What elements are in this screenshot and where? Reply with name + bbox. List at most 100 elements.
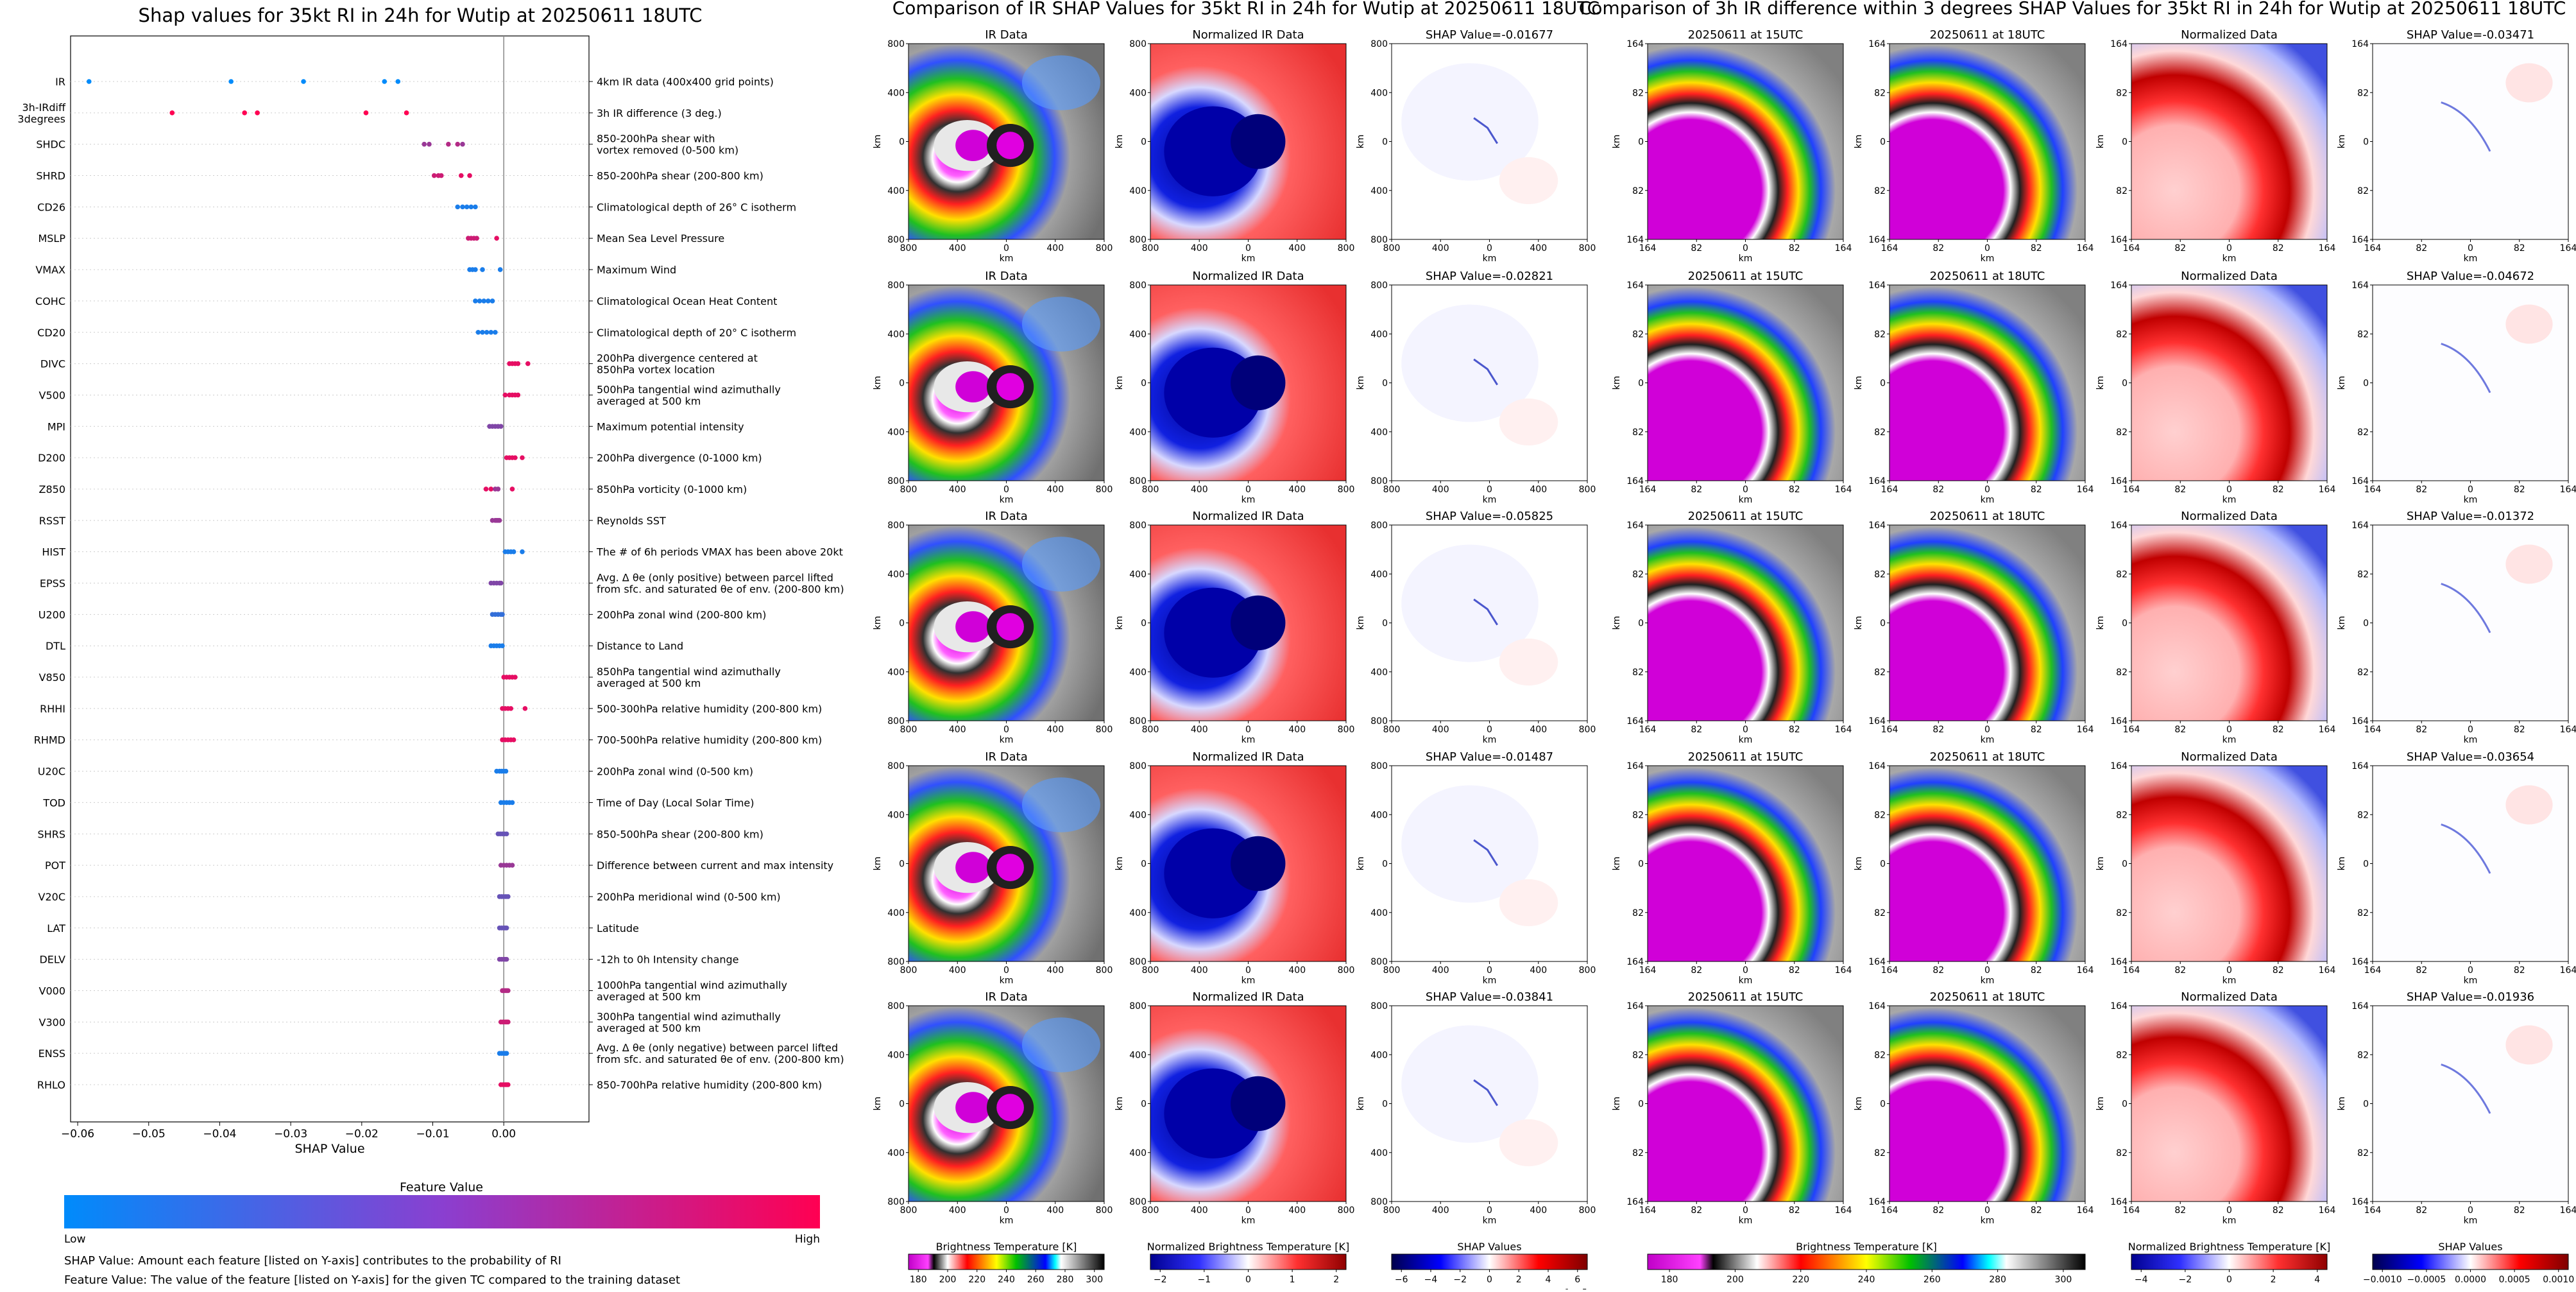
shap-point <box>509 863 515 868</box>
x-tick-label: 164 <box>2364 1205 2382 1216</box>
y-tick-label: 0 <box>899 1099 905 1110</box>
shap-point <box>481 298 486 304</box>
shap-point <box>520 549 525 555</box>
colorbar-tick-label: 0.0005 <box>2499 1275 2530 1285</box>
y-axis-unit: km <box>1356 616 1366 630</box>
colorbar-label: Brightness Temperature [K] <box>936 1241 1077 1253</box>
x-tick-label: 400 <box>1191 485 1208 495</box>
shap-point <box>504 831 509 837</box>
x-tick-label: 0 <box>2468 1205 2473 1216</box>
colorbar-tick-label: 0 <box>1245 1275 1251 1285</box>
y-axis-unit: km <box>2095 376 2106 390</box>
colorbar-label: Brightness Temperature [K] <box>1796 1241 1937 1253</box>
feature-name: V000 <box>39 985 65 997</box>
shap-point <box>468 204 474 210</box>
panel-title: Normalized Data <box>2181 28 2278 42</box>
y-tick-label: 0 <box>2122 859 2128 870</box>
cold-core-2 <box>996 1094 1024 1121</box>
y-tick-label: 0 <box>2363 379 2369 389</box>
shap3h-feature <box>2441 583 2491 633</box>
y-axis-unit: km <box>1854 616 1864 630</box>
shap-point <box>486 298 491 304</box>
colorbar-tick-label: 260 <box>1923 1275 1941 1285</box>
y-tick-label: 400 <box>1370 1050 1388 1060</box>
y-tick-label: 0 <box>899 619 905 629</box>
y-axis-unit: km <box>2337 135 2347 149</box>
panel-title: 20250611 at 18UTC <box>1930 750 2045 764</box>
colorbar-tick-label: −0.0005 <box>2407 1275 2446 1285</box>
shap-point <box>382 79 388 84</box>
y-tick-label: 800 <box>1370 280 1388 291</box>
ir3h-core <box>1648 611 1750 721</box>
image-ir3h <box>1648 44 1843 239</box>
x-tick-label: 82 <box>2514 485 2525 495</box>
shap-point <box>255 110 260 116</box>
norm3h-field <box>2131 525 2327 721</box>
y-tick-label: 82 <box>1632 668 1644 678</box>
x-axis-unit: km <box>2222 495 2237 505</box>
cold-core <box>955 130 991 162</box>
shap-point <box>513 675 518 680</box>
colorbar-tick-label: 180 <box>910 1275 927 1285</box>
y-tick-label: 800 <box>1129 957 1147 967</box>
colorbar-tick-label: 240 <box>1858 1275 1875 1285</box>
panel-title: SHAP Value=-0.04672 <box>2407 270 2534 283</box>
feature-name: CD20 <box>37 327 65 339</box>
x-tick-label: 82 <box>2416 725 2427 735</box>
feature-description: 200hPa zonal wind (200-800 km) <box>597 608 766 621</box>
panel-title: SHAP Value=-0.03654 <box>2407 750 2534 764</box>
ir3h-core <box>1648 852 1750 961</box>
norm-cold-2 <box>1231 1076 1286 1132</box>
x-tick-label: 400 <box>949 965 966 976</box>
y-tick-label: 0 <box>899 137 905 148</box>
feature-name: RHMD <box>34 734 65 746</box>
x-tick-label: 800 <box>1142 1205 1159 1216</box>
y-tick-label: 82 <box>2116 427 2128 438</box>
colorbar-tick-label: −0.0010 <box>2363 1275 2402 1285</box>
panel-title: Normalized IR Data <box>1192 270 1304 283</box>
x-tick-label: 164 <box>1835 1205 1852 1216</box>
image-norm <box>1150 1006 1346 1202</box>
y-tick-label: 82 <box>2357 810 2369 820</box>
y-tick-label: 0 <box>1638 1099 1644 1110</box>
y-tick-label: 164 <box>2110 716 2128 727</box>
x-tick-label: 0 <box>1487 725 1492 735</box>
y-axis-unit: km <box>1612 1097 1622 1111</box>
image-ir3h <box>1648 285 1843 481</box>
panel-title: SHAP Value=-0.03471 <box>2407 28 2534 42</box>
y-tick-label: 800 <box>887 1197 905 1207</box>
x-tick-label: 82 <box>2031 965 2042 976</box>
x-tick-label: 400 <box>1046 965 1064 976</box>
shap-point <box>473 204 478 210</box>
x-tick-label: 164 <box>1639 1205 1657 1216</box>
x-tick-label: 400 <box>1046 485 1064 495</box>
y-tick-label: 82 <box>1632 88 1644 98</box>
y-tick-label: 82 <box>2357 1050 2369 1060</box>
feature-description: 200hPa zonal wind (0-500 km) <box>597 766 753 778</box>
y-tick-label: 800 <box>887 761 905 771</box>
note-feature-value: Feature Value: The value of the feature … <box>64 1273 680 1287</box>
shap-point <box>464 204 470 210</box>
y-axis-unit: km <box>1612 616 1622 630</box>
y-tick-label: 164 <box>1626 716 1644 727</box>
y-tick-label: 400 <box>887 186 905 196</box>
y-tick-label: 400 <box>887 1050 905 1060</box>
y-tick-label: 800 <box>1370 235 1388 245</box>
y-tick-label: 164 <box>1626 1197 1644 1207</box>
y-tick-label: 82 <box>2116 908 2128 918</box>
y-tick-label: 164 <box>2351 1001 2369 1012</box>
image-shap <box>1392 44 1587 239</box>
colorbar <box>2372 1253 2569 1270</box>
x-tick-label: 164 <box>2077 725 2094 735</box>
shap-blob-2 <box>1499 638 1558 686</box>
panel-title: Normalized IR Data <box>1192 510 1304 523</box>
x-tick-label: 800 <box>1579 965 1596 976</box>
feature-description: Avg. Δ θe (only positive) between parcel… <box>597 572 833 584</box>
x-tick-label: 82 <box>1691 725 1702 735</box>
feature-description: vortex removed (0-500 km) <box>597 144 738 157</box>
y-tick-label: 400 <box>1370 427 1388 438</box>
image-ir3h <box>1648 766 1843 961</box>
y-tick-label: 82 <box>2357 668 2369 678</box>
x-axis-unit: km <box>1483 976 1497 986</box>
shap-point <box>467 173 472 178</box>
